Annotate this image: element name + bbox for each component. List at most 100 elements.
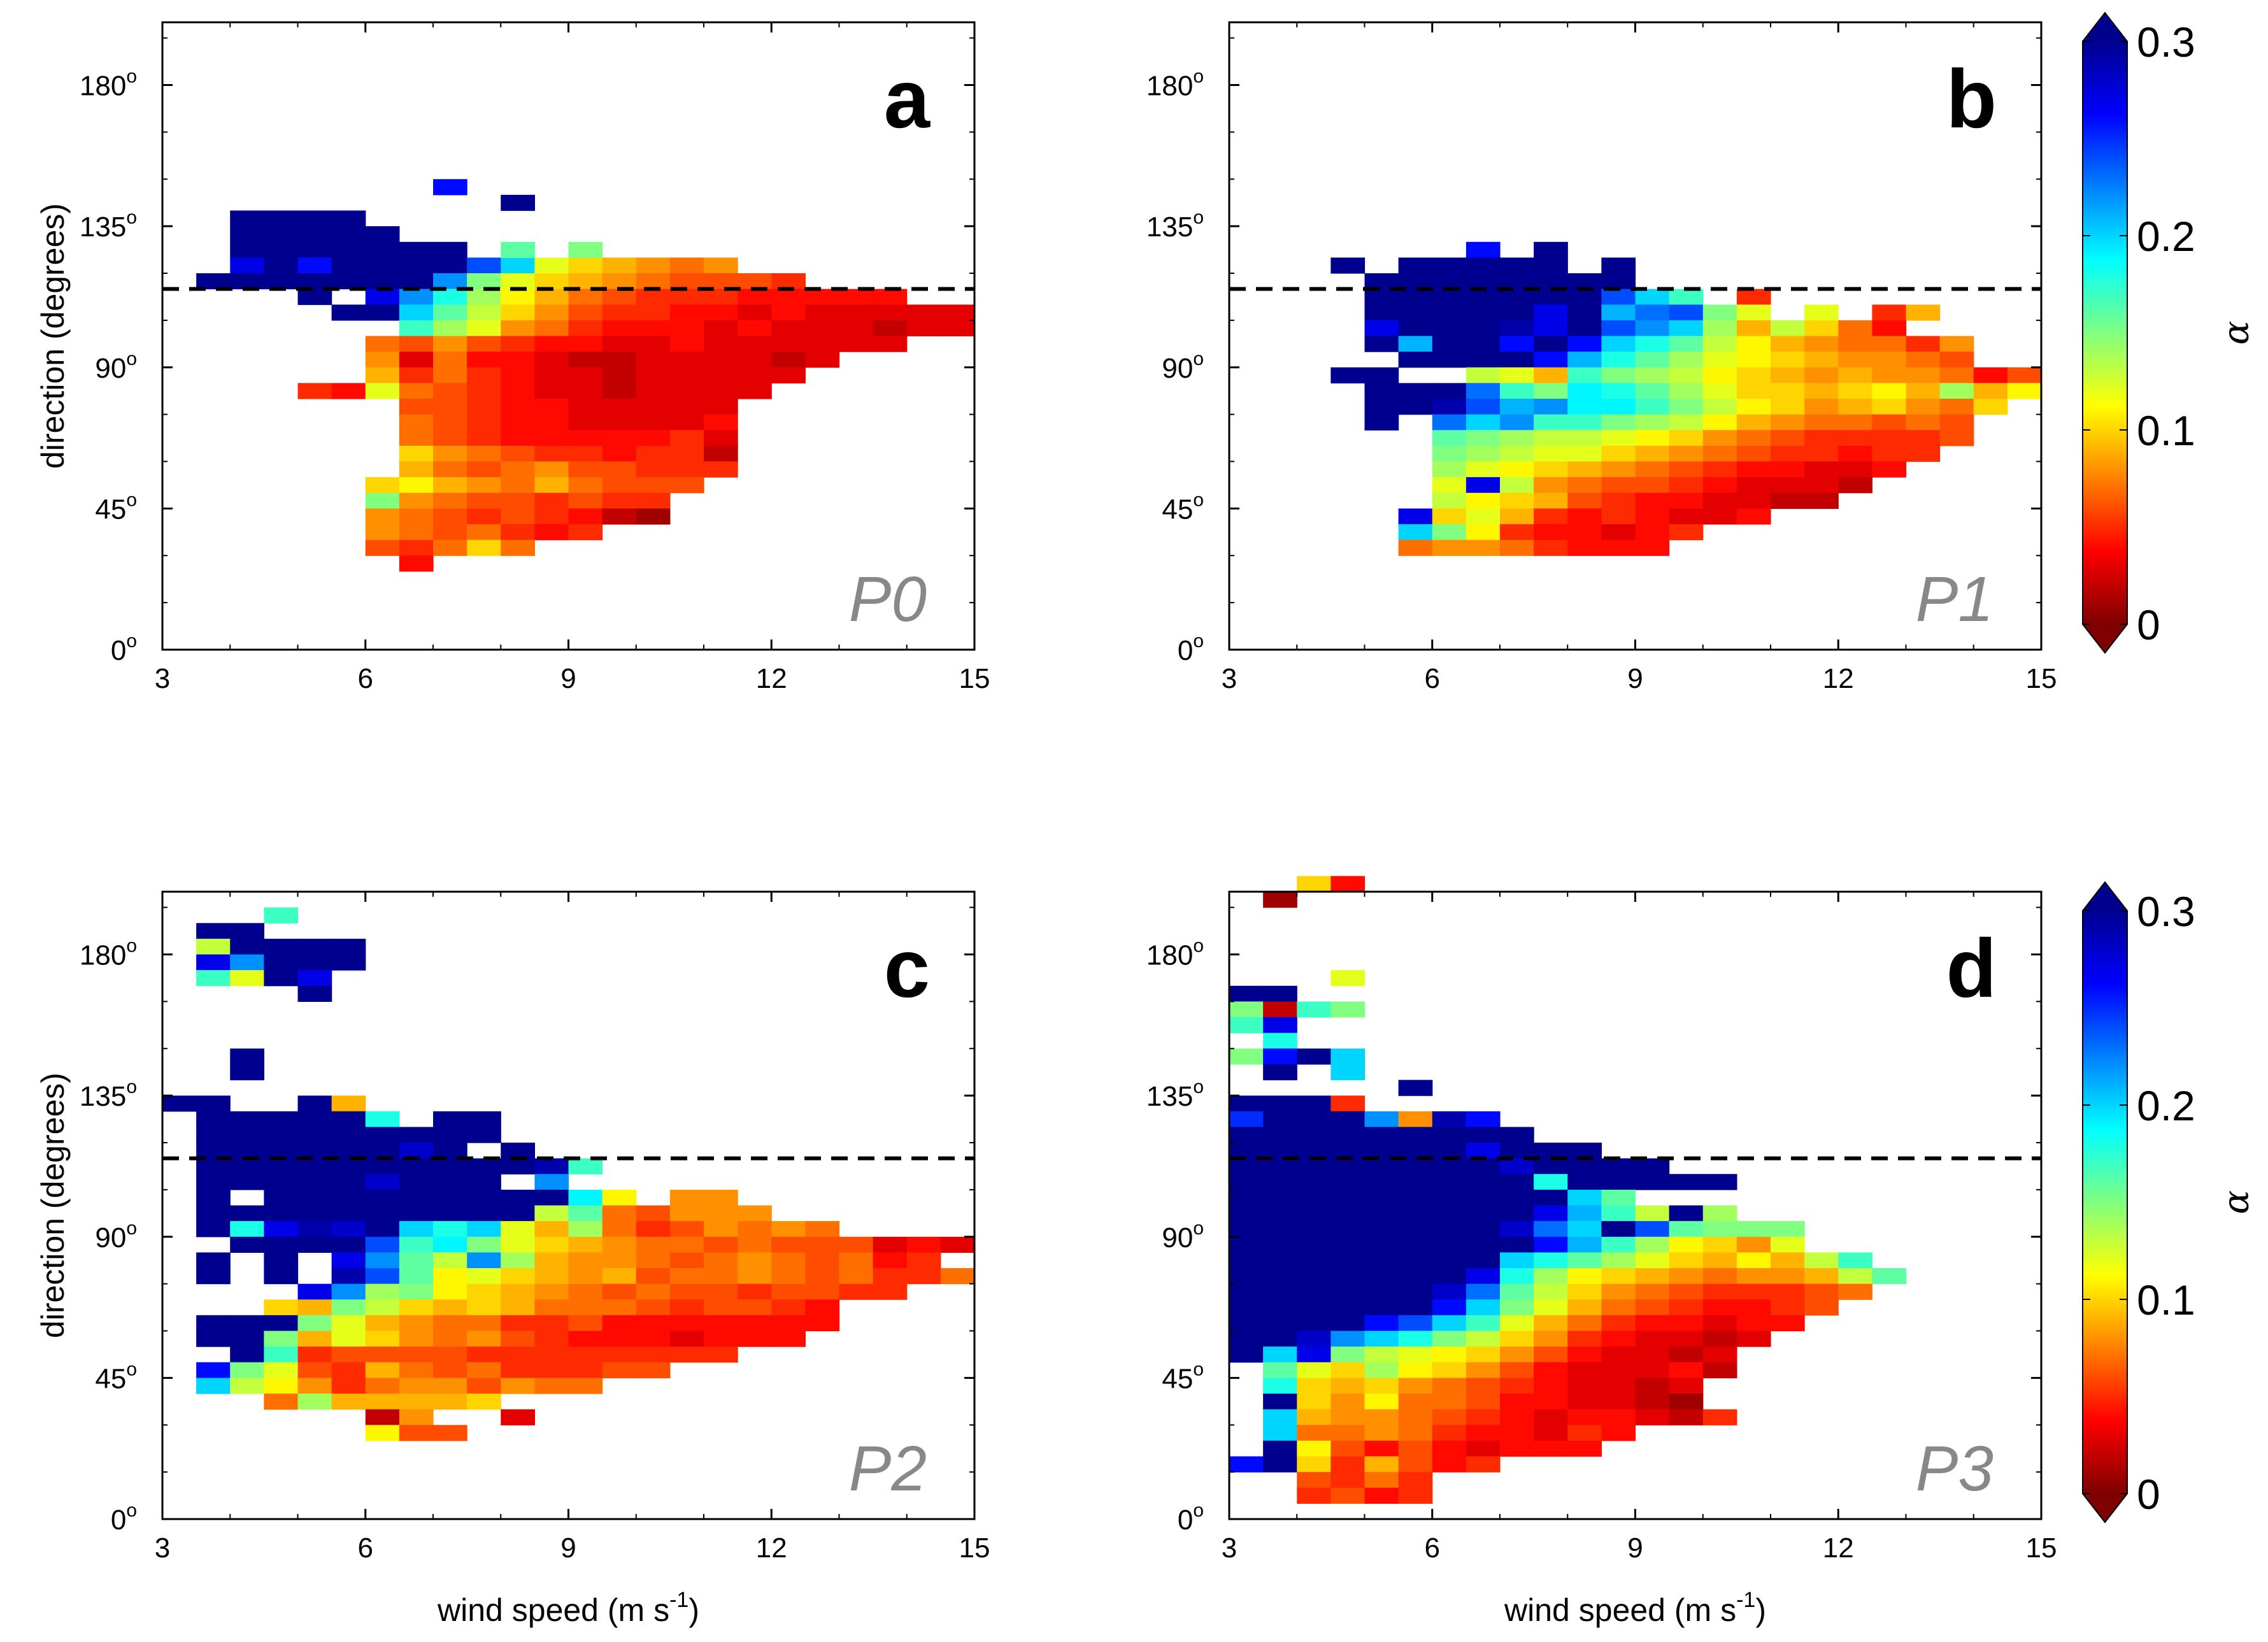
heatmap-cell (1432, 1127, 1467, 1143)
heatmap-cell (196, 1378, 231, 1394)
heatmap-cell (1330, 1487, 1366, 1504)
heatmap-cell (568, 273, 603, 290)
heatmap-cell (1601, 1236, 1636, 1253)
heatmap-cell (399, 492, 434, 509)
y-tick-degree-sup: o (126, 1076, 137, 1097)
heatmap-cell (433, 179, 467, 196)
heatmap-cell (1330, 1331, 1366, 1347)
heatmap-cell (1702, 477, 1737, 494)
heatmap-cell (1432, 1283, 1467, 1300)
heatmap-cell (534, 1189, 569, 1206)
heatmap-cell (568, 1205, 603, 1222)
heatmap-cell (399, 1425, 434, 1441)
heatmap-cell (771, 273, 806, 290)
heatmap-cell (501, 194, 535, 211)
heatmap-cell (1466, 492, 1501, 509)
heatmap-cell (365, 492, 400, 509)
heatmap-cell (1398, 524, 1433, 541)
heatmap-cell (1500, 1378, 1534, 1394)
heatmap-cell (1500, 257, 1534, 274)
heatmap-cell (1297, 1143, 1331, 1159)
heatmap-cell (230, 923, 264, 939)
heatmap-cell (297, 1315, 332, 1332)
heatmap-cell (1635, 1394, 1670, 1410)
heatmap-cell (501, 336, 535, 352)
heatmap-cell (1601, 508, 1636, 525)
heatmap-cell (230, 257, 264, 274)
heatmap-cell (365, 1394, 400, 1410)
heatmap-cell (1297, 1174, 1331, 1190)
heatmap-cell (1432, 1236, 1467, 1253)
y-tick-degree-sup: o (126, 936, 137, 957)
heatmap-cell (365, 289, 400, 305)
heatmap-cell (1702, 508, 1737, 525)
heatmap-cell (1297, 1315, 1331, 1332)
heatmap-cell (1567, 1205, 1602, 1222)
heatmap-cell (1229, 1268, 1264, 1285)
heatmap-cell (1364, 1127, 1399, 1143)
heatmap-cell (433, 445, 467, 462)
heatmap-cell (1534, 1174, 1568, 1190)
heatmap-cell (1432, 257, 1467, 274)
heatmap-cell (1466, 352, 1501, 368)
heatmap-cell (501, 304, 535, 321)
heatmap-cell (940, 320, 975, 337)
heatmap-cell (738, 1268, 772, 1285)
heatmap-cell (1601, 1268, 1636, 1285)
y-tick-label: 0o (111, 631, 137, 666)
heatmap-cell (467, 461, 501, 478)
heatmap-cell (1500, 1394, 1534, 1410)
heatmap-cell (1466, 320, 1501, 337)
heatmap-cell (399, 524, 434, 541)
heatmap-cell (1601, 1331, 1636, 1347)
heatmap-cell (1939, 383, 1974, 399)
heatmap-cell (365, 1127, 400, 1143)
heatmap-cell (264, 1252, 299, 1269)
heatmap-cell (1736, 414, 1771, 431)
heatmap-cell (2007, 383, 2042, 399)
y-tick-degree-sup: o (126, 1218, 137, 1239)
heatmap-cell (805, 1299, 840, 1316)
heatmap-cell (1229, 1252, 1264, 1269)
heatmap-cell (433, 1331, 467, 1347)
y-tick-degree-sup: o (1193, 1500, 1204, 1521)
heatmap-cell (1601, 336, 1636, 352)
heatmap-cell (1669, 1221, 1704, 1238)
heatmap-cell (501, 445, 535, 462)
heatmap-cell (1364, 1143, 1399, 1159)
heatmap-cell (534, 492, 569, 509)
heatmap-cell (1364, 1236, 1399, 1253)
heatmap-cell (433, 367, 467, 383)
heatmap-cell (636, 414, 671, 431)
heatmap-cell (1635, 414, 1670, 431)
heatmap-cell (1466, 414, 1501, 431)
heatmap-cell (738, 1299, 772, 1316)
heatmap-cell (399, 257, 434, 274)
heatmap-cell (365, 1236, 400, 1253)
heatmap-cell (805, 1315, 840, 1332)
y-tick-label: 135o (1146, 207, 1204, 243)
heatmap-cell (1364, 367, 1399, 383)
heatmap-cell (1906, 445, 1941, 462)
heatmap-cell (805, 289, 840, 305)
heatmap-cell (1398, 1425, 1433, 1441)
heatmap-cell (1771, 414, 1805, 431)
heatmap-cell (704, 1205, 738, 1222)
heatmap-cell (636, 508, 671, 525)
heatmap-cell (1669, 352, 1704, 368)
heatmap-cell (1669, 336, 1704, 352)
heatmap-cell (230, 1362, 264, 1378)
heatmap-cell (1601, 524, 1636, 541)
heatmap-cell (669, 289, 704, 305)
heatmap-cells (1229, 876, 1907, 1504)
heatmap-cell (1838, 414, 1872, 431)
heatmap-cell (636, 383, 671, 399)
heatmap-cell (264, 938, 299, 955)
heatmap-cell (331, 1315, 366, 1332)
x-axis-title-close: ) (688, 1592, 699, 1628)
heatmap-cell (433, 289, 467, 305)
heatmap-cell (467, 367, 501, 383)
heatmap-cell (230, 1158, 264, 1174)
